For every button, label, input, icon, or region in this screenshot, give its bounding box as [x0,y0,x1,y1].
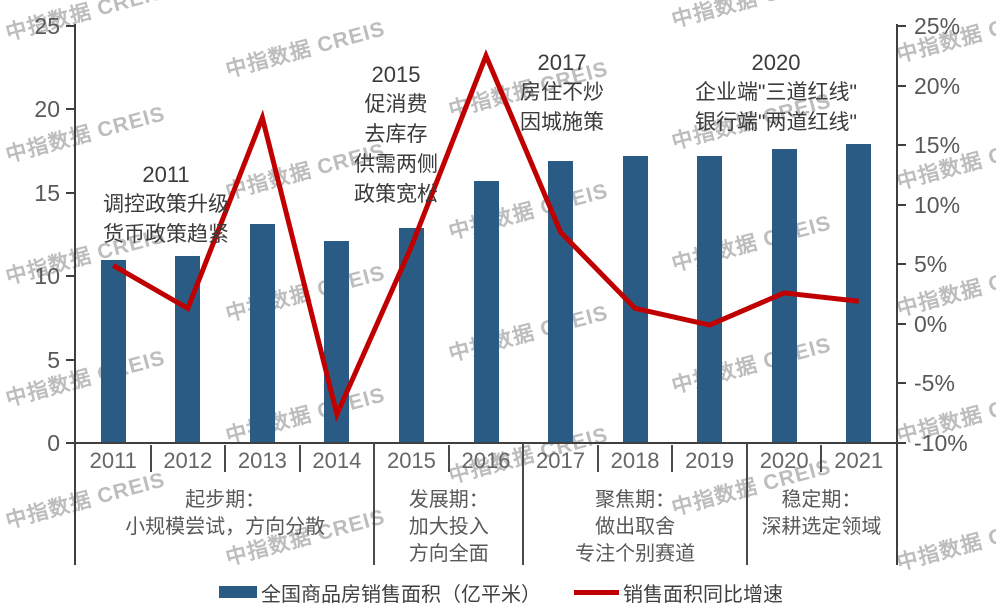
phase-label-1: 起步期： 小规模尝试，方向分散 [125,489,326,538]
legend: 全国商品房销售面积（亿平米） 销售面积同比增速 [0,579,996,606]
bar-2013 [249,224,275,443]
left-axis-label: 20 [34,96,60,123]
left-axis-label: 10 [34,263,60,290]
bar-2015 [398,227,424,443]
right-axis-tick [898,382,906,385]
left-axis-label: 0 [47,430,60,456]
phase-label-2: 发展期： 加大投入 方向全面 [408,489,489,565]
right-axis-label: -10% [914,430,968,456]
year-tick [224,445,227,472]
left-axis-tick [66,442,74,444]
year-tick [596,445,599,472]
phase-divider [373,443,376,565]
bar-series-label: 全国商品房销售面积（亿平米） [261,583,541,606]
bar-series-swatch [219,586,257,598]
year-label-2019: 2019 [685,448,735,473]
legend-item-growth-rate: 销售面积同比增速 [574,579,783,606]
watermark: 中指数据 CREIS [894,510,996,576]
line-series-label: 销售面积同比增速 [623,583,783,606]
year-tick [149,445,152,472]
watermark: 中指数据 CREIS [223,261,388,327]
right-axis-label: -5% [914,370,955,397]
x-axis-line [74,442,898,444]
right-axis-tick [898,203,906,206]
left-axis-tick [66,108,74,111]
bar-2021 [846,144,872,443]
right-axis-tick [898,144,906,147]
year-tick [820,445,823,472]
left-axis-tick [66,25,74,27]
year-label-2012: 2012 [163,448,213,473]
year-label-2018: 2018 [610,448,660,473]
left-axis-line [74,24,76,565]
left-axis-label: 5 [47,346,60,373]
bar-2020 [771,149,797,443]
left-axis-tick [66,191,74,194]
watermark: 中指数据 CREIS [668,0,834,34]
year-tick [671,445,674,472]
bar-2011 [100,259,126,443]
watermark: 中指数据 CREIS [669,211,834,277]
right-axis-tick [898,322,906,325]
bar-2019 [697,156,723,443]
annotation-2020: 2020 企业端"三道红线" 银行端"两道红线" [695,50,857,134]
year-label-2017: 2017 [536,448,585,473]
right-axis-tick [898,84,906,87]
phase-label-3: 聚焦期： 做出取舍 专注个别赛道 [575,489,696,565]
year-label-2015: 2015 [386,448,436,473]
bar-2012 [175,256,201,443]
year-label-2014: 2014 [312,448,362,473]
watermark: 中指数据 CREIS [223,383,388,449]
annotation-2017: 2017 房住不炒 因城施策 [520,50,604,134]
right-axis-label: 10% [914,191,961,218]
bar-2017 [548,161,574,443]
line-series-swatch [574,589,619,595]
watermark: 中指数据 CREIS [446,301,611,367]
left-axis-tick [66,358,74,361]
right-axis-label: 5% [914,251,948,278]
left-axis-label: 15 [34,179,60,206]
watermark: 中指数据 CREIS [446,179,611,245]
annotation-2011: 2011 调控政策升级 货币政策趋紧 [103,162,229,246]
right-axis-tick [898,442,906,444]
right-axis-label: 15% [914,132,961,159]
year-label-2013: 2013 [237,448,287,473]
year-label-2020: 2020 [759,448,809,473]
bar-2014 [324,241,350,443]
year-tick [447,445,450,472]
right-axis-label: 20% [914,72,961,99]
right-axis-tick [898,25,906,27]
annotation-2015: 2015 促消费 去库存 供需两侧 政策宽松 [354,62,438,206]
legend-item-sales-area: 全国商品房销售面积（亿平米） [219,579,541,606]
watermark: 中指数据 CREIS [669,333,834,399]
bar-2018 [622,156,648,443]
left-axis-tick [66,275,74,278]
left-axis-label: 25 [34,13,60,39]
bar-2016 [473,181,499,443]
right-axis-tick [898,263,906,266]
right-axis-label: 25% [914,13,961,39]
right-axis-label: 0% [914,310,948,337]
year-label-2016: 2016 [461,448,511,473]
phase-label-4: 稳定期： 深耕选定领域 [761,489,882,538]
phase-divider [745,443,748,565]
year-tick [298,445,301,472]
year-label-2021: 2021 [834,448,884,473]
year-label-2011: 2011 [89,448,137,473]
right-axis-line [896,24,898,565]
phase-divider [522,443,525,565]
